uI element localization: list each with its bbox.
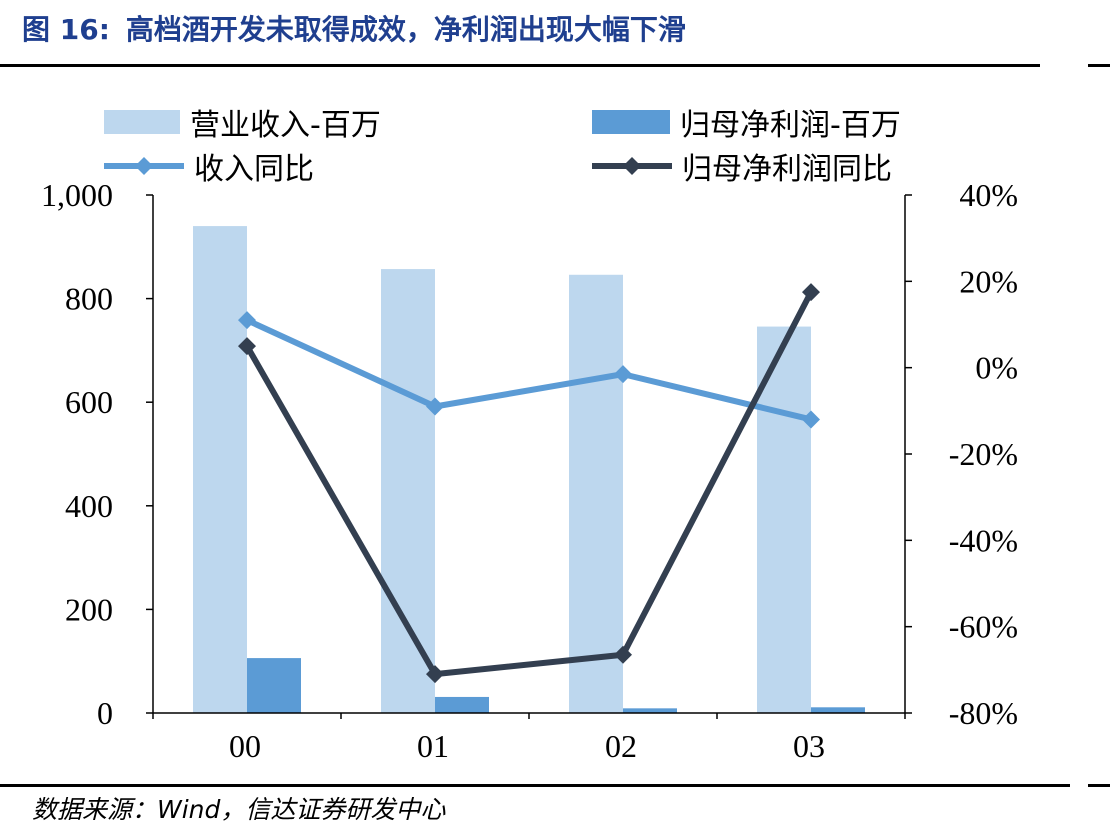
profit-yoy-point — [426, 665, 444, 684]
bottom-rule — [0, 784, 1070, 787]
profit-yoy-point — [238, 337, 256, 356]
top-rule-right — [1088, 64, 1110, 67]
y-left-tick-label: 200 — [65, 591, 113, 627]
figure-title-text: 高档酒开发未取得成效，净利润出现大幅下滑 — [125, 13, 686, 46]
y-left-tick-label: 0 — [97, 695, 113, 731]
x-tick-label: 00 — [229, 728, 261, 764]
legend-profit-label: 归母净利润-百万 — [680, 108, 901, 143]
legend-revenue-yoy-label: 收入同比 — [194, 152, 314, 187]
legend-revenue-yoy-marker — [104, 157, 184, 175]
revenue-yoy-line — [245, 317, 812, 423]
revenue-bar — [569, 274, 623, 713]
y-right-tick-label: -80% — [949, 695, 1018, 731]
legend-revenue-yoy: 收入同比 — [104, 144, 314, 188]
y-right-tick-label: -40% — [949, 522, 1018, 558]
legend-profit-yoy-marker — [592, 157, 672, 175]
y-right-tick-label: -60% — [949, 609, 1018, 645]
profit-bar — [247, 658, 301, 713]
profit-yoy-line — [244, 290, 814, 678]
y-right-tick-label: 0% — [975, 350, 1018, 386]
y-right-tick-label: -20% — [949, 436, 1018, 472]
y-left-tick-label: 1,000 — [41, 177, 113, 213]
x-tick-label: 01 — [417, 728, 449, 764]
legend-profit-swatch — [592, 110, 670, 134]
revenue-yoy-point — [802, 410, 820, 429]
top-rule — [0, 64, 1040, 67]
profit-bar — [811, 707, 865, 713]
revenue-yoy-point — [614, 365, 632, 384]
profit-yoy-point — [614, 645, 632, 664]
revenue-bar — [757, 326, 811, 713]
y-left-tick-label: 400 — [65, 488, 113, 524]
x-tick-label: 02 — [605, 728, 637, 764]
profit-yoy-point — [802, 283, 820, 302]
revenue-bar — [193, 226, 247, 713]
y-right-tick-label: 20% — [959, 263, 1018, 299]
y-left-tick-label: 600 — [65, 384, 113, 420]
legend-profit: 归母净利润-百万 — [592, 100, 901, 144]
revenue-yoy-point — [426, 397, 444, 416]
legend-profit-yoy: 归母净利润同比 — [592, 144, 892, 188]
legend-revenue-label: 营业收入-百万 — [190, 108, 381, 143]
revenue-bar — [381, 269, 435, 713]
legend-revenue-swatch — [104, 110, 180, 134]
chart-title: 图 16: 高档酒开发未取得成效，净利润出现大幅下滑 — [22, 8, 686, 48]
profit-bar — [623, 708, 677, 713]
figure-label: 图 16: — [22, 13, 110, 46]
y-right-tick-label: 40% — [959, 177, 1018, 213]
legend-revenue: 营业收入-百万 — [104, 100, 381, 144]
bottom-rule-right — [1088, 784, 1110, 787]
source-note: 数据来源：Wind，信达证券研发中心 — [32, 795, 446, 824]
profit-bar — [435, 696, 489, 713]
revenue-yoy-point — [238, 311, 256, 330]
x-tick-label: 03 — [793, 728, 825, 764]
legend-profit-yoy-label: 归母净利润同比 — [682, 152, 892, 187]
y-left-tick-label: 800 — [65, 281, 113, 317]
